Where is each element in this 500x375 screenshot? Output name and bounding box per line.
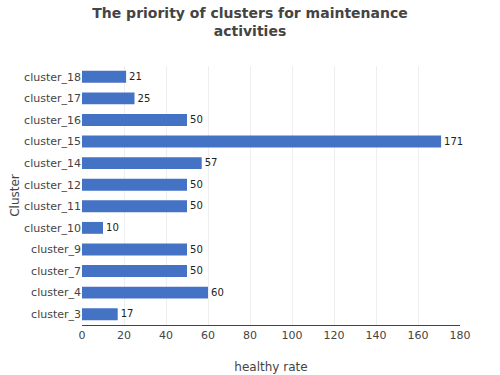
svg-text:50: 50 (190, 265, 203, 276)
svg-text:cluster_14: cluster_14 (24, 157, 81, 170)
svg-text:Cluster: Cluster (8, 174, 22, 217)
svg-text:0: 0 (79, 329, 86, 342)
svg-text:healthy rate: healthy rate (234, 360, 307, 374)
svg-text:cluster_18: cluster_18 (24, 71, 81, 84)
svg-text:cluster_17: cluster_17 (24, 92, 81, 105)
svg-text:cluster_15: cluster_15 (24, 135, 81, 148)
svg-text:50: 50 (190, 244, 203, 255)
svg-text:60: 60 (211, 287, 224, 298)
svg-text:cluster_11: cluster_11 (24, 200, 81, 213)
svg-text:cluster_16: cluster_16 (24, 114, 81, 127)
svg-text:20: 20 (117, 329, 131, 342)
svg-text:cluster_7: cluster_7 (31, 265, 81, 278)
svg-text:21: 21 (129, 71, 142, 82)
svg-text:80: 80 (243, 329, 257, 342)
svg-text:17: 17 (121, 308, 134, 319)
svg-text:50: 50 (190, 179, 203, 190)
svg-text:120: 120 (324, 329, 345, 342)
svg-text:50: 50 (190, 200, 203, 211)
svg-text:57: 57 (205, 157, 218, 168)
svg-text:171: 171 (444, 136, 463, 147)
svg-text:40: 40 (159, 329, 173, 342)
svg-text:cluster_3: cluster_3 (31, 308, 81, 321)
svg-text:cluster_9: cluster_9 (31, 243, 81, 256)
svg-text:cluster_10: cluster_10 (24, 222, 81, 235)
svg-text:140: 140 (366, 329, 387, 342)
svg-text:The priority of clusters for m: The priority of clusters for maintenance… (92, 5, 408, 39)
svg-text:180: 180 (450, 329, 471, 342)
svg-text:60: 60 (201, 329, 215, 342)
svg-text:cluster_12: cluster_12 (24, 179, 81, 192)
svg-text:25: 25 (138, 93, 151, 104)
svg-text:50: 50 (190, 114, 203, 125)
svg-text:cluster_4: cluster_4 (31, 286, 81, 299)
svg-text:100: 100 (282, 329, 303, 342)
svg-text:10: 10 (106, 222, 119, 233)
svg-text:160: 160 (408, 329, 429, 342)
